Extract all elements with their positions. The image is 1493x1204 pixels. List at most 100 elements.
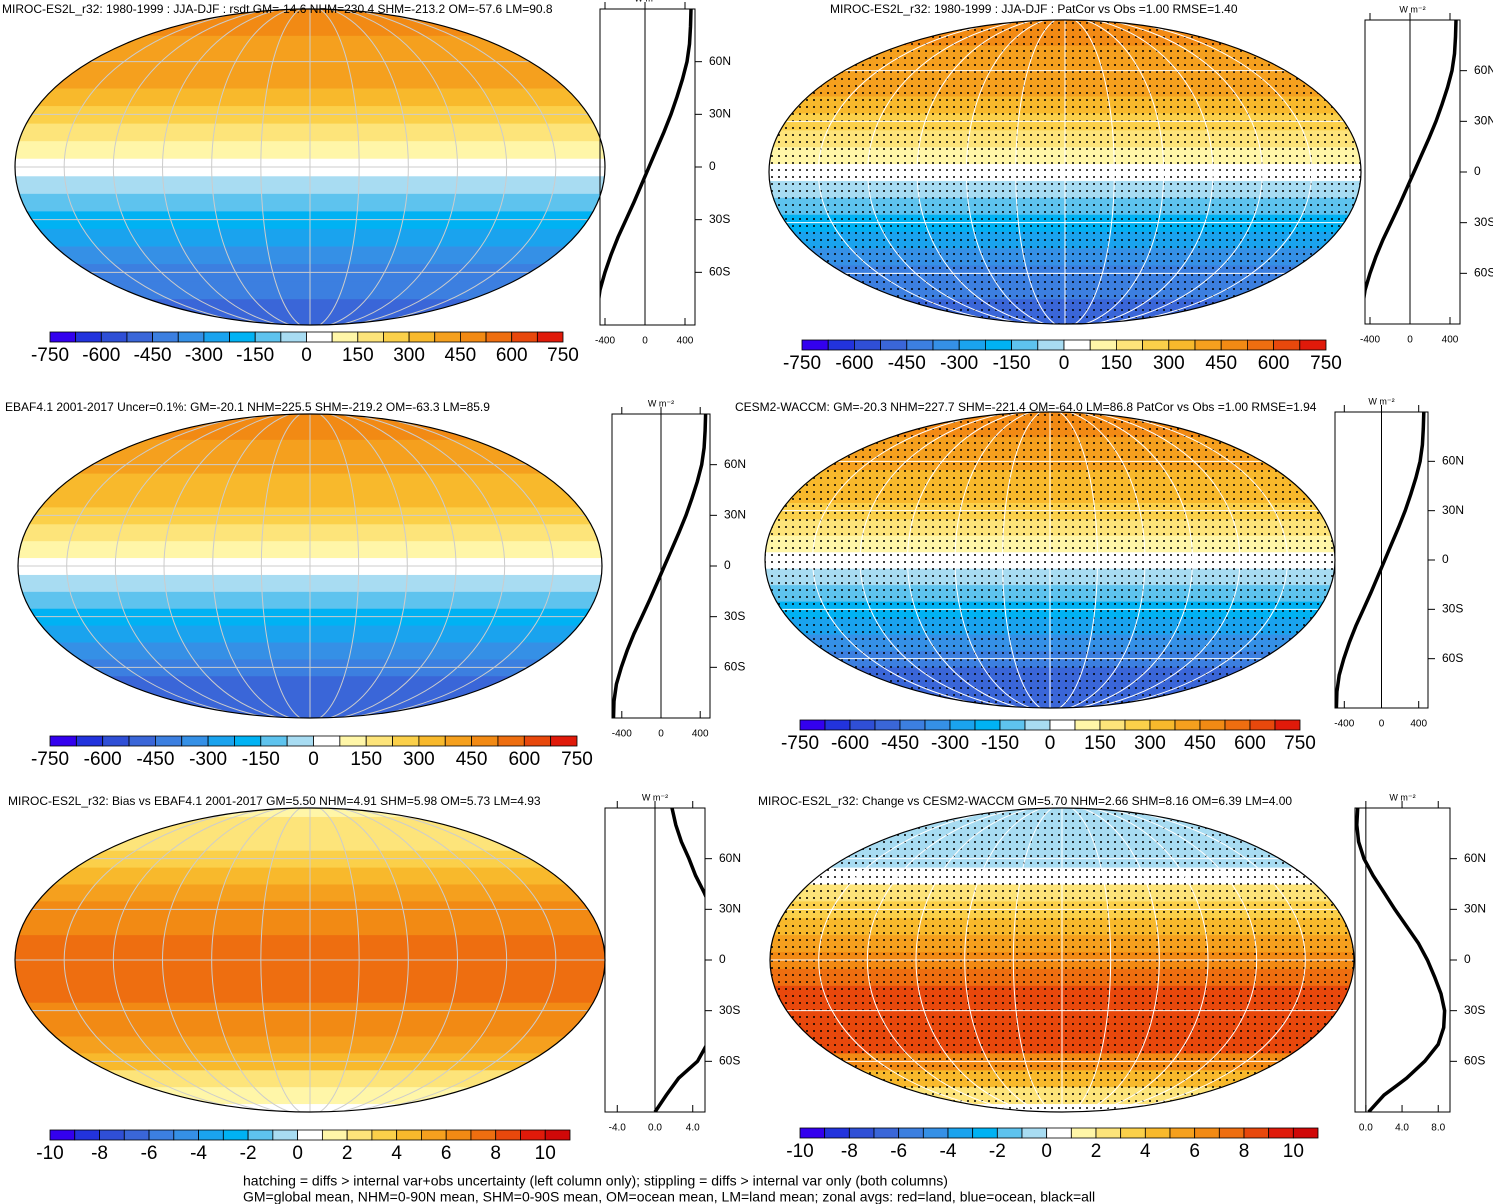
panel: MIROC-ES2L_r32: Change vs CESM2-WACCM GM… [758, 792, 1486, 1162]
colorbar-tick-label: -2 [989, 1141, 1006, 1162]
y-tick-label: 0 [1474, 164, 1481, 178]
colorbar-box [346, 1129, 373, 1141]
colorbar-box [222, 1129, 249, 1141]
colorbar-tick-label: 0 [1045, 733, 1056, 754]
x-tick-label: 0 [1379, 719, 1385, 730]
colorbar-tick-label: -300 [931, 733, 969, 754]
footer-note: GM=global mean, NHM=0-90N mean, SHM=0-90… [243, 1189, 1095, 1204]
x-tick-label: -400 [612, 729, 632, 740]
colorbar-box [445, 1129, 472, 1141]
colorbar-tick-label: 600 [496, 345, 528, 366]
colorbar-box [198, 1129, 224, 1141]
colorbar-tick-label: 8 [490, 1143, 501, 1164]
colorbar-tick-label: 450 [1205, 353, 1237, 374]
colorbar-box [1070, 1127, 1097, 1139]
colorbar-box [799, 1127, 826, 1139]
colorbar-box [49, 1129, 76, 1141]
map-border [769, 807, 1355, 1113]
colorbar-box [849, 719, 876, 731]
footer-note: hatching = diffs > internal var+obs unce… [243, 1173, 948, 1189]
colorbar-box [1220, 339, 1248, 351]
map [765, 412, 1335, 708]
colorbar-box [1074, 719, 1101, 731]
x-tick-label: 400 [1410, 719, 1427, 730]
colorbar-box [972, 1127, 998, 1139]
zonal-profile [600, 9, 693, 303]
colorbar-tick-label: -600 [84, 749, 122, 770]
colorbar-box [421, 1129, 447, 1141]
colorbar-tick-label: 300 [1153, 353, 1185, 374]
map [18, 414, 602, 718]
colorbar-tick-label: 600 [508, 749, 540, 770]
colorbar-tick-label: -750 [31, 749, 69, 770]
colorbar-box [434, 331, 461, 343]
colorbar-box [1021, 1127, 1048, 1139]
y-tick-label: 30N [1464, 902, 1486, 916]
colorbar-tick-label: -150 [242, 749, 280, 770]
y-tick-label: 30S [724, 609, 745, 623]
colorbar-box [49, 735, 77, 747]
colorbar-box [1011, 339, 1039, 351]
y-tick-label: 0 [719, 952, 726, 966]
panel-title: CESM2-WACCM: GM=-20.3 NHM=227.7 SHM=-221… [735, 400, 1317, 414]
colorbar-box [254, 331, 282, 343]
colorbar-box [1273, 339, 1301, 351]
colorbar-tick-label: 0 [308, 749, 319, 770]
colorbar-box [152, 331, 179, 343]
colorbar-tick-label: -300 [940, 353, 978, 374]
colorbar-box [1268, 1127, 1294, 1139]
x-tick-label: 8.0 [1431, 1123, 1445, 1134]
y-tick-label: 0 [709, 159, 716, 173]
colorbar-box [922, 1127, 949, 1139]
colorbar-tick-label: 6 [441, 1143, 452, 1164]
x-tick-label: -400 [1360, 335, 1380, 346]
colorbar-tick-label: -450 [888, 353, 926, 374]
zonal-profile [1335, 412, 1426, 708]
colorbar-box [495, 1129, 521, 1141]
colorbar-box [229, 331, 256, 343]
colorbar-box [75, 735, 104, 747]
colorbar-box [544, 1129, 571, 1141]
y-tick-label: 30S [1474, 215, 1493, 229]
y-tick-label: 30S [1464, 1003, 1485, 1017]
colorbar-tick-label: -10 [36, 1143, 63, 1164]
x-tick-label: 4.0 [1395, 1123, 1409, 1134]
colorbar-tick-label: 8 [1239, 1141, 1250, 1162]
colorbar-box [207, 735, 235, 747]
map-border [768, 19, 1362, 325]
colorbar-box [1199, 719, 1226, 731]
x-tick-label: 0 [658, 729, 664, 740]
colorbar-box [1089, 339, 1117, 351]
panel: EBAF4.1 2001-2017 Uncer=0.1%: GM=-20.1 N… [5, 398, 746, 770]
colorbar-box [899, 719, 926, 731]
colorbar-box [827, 339, 855, 351]
colorbar-box [1046, 1127, 1072, 1139]
y-tick-label: 30S [1442, 602, 1463, 616]
colorbar-tick-label: -750 [783, 353, 821, 374]
x-tick-label: 0.0 [648, 1123, 662, 1134]
panel: MIROC-ES2L_r32: 1980-1999 : JJA-DJF : Pa… [768, 2, 1493, 374]
colorbar-box [408, 331, 436, 343]
y-tick-label: 60S [719, 1054, 740, 1068]
colorbar-tick-label: 300 [403, 749, 435, 770]
y-tick-label: 60S [724, 660, 745, 674]
profile-frame [1354, 807, 1451, 1113]
colorbar-tick-label: 300 [1134, 733, 1166, 754]
colorbar-box [148, 1129, 175, 1141]
y-tick-label: 60N [1442, 454, 1464, 468]
map [15, 808, 605, 1112]
colorbar-tick-label: 600 [1258, 353, 1290, 374]
colorbar-box [1218, 1127, 1245, 1139]
y-tick-label: 60N [709, 54, 731, 68]
colorbar-box [331, 331, 359, 343]
colorbar-tick-label: -150 [236, 345, 274, 366]
colorbar-tick-label: 750 [1310, 353, 1342, 374]
colorbar-tick-label: -8 [91, 1143, 108, 1164]
colorbar-box [1049, 719, 1076, 731]
colorbar-tick-label: -6 [141, 1143, 158, 1164]
zonal-profile [1355, 808, 1447, 1112]
colorbar-box [1024, 719, 1051, 731]
colorbar-box [1274, 719, 1301, 731]
y-tick-label: 30N [1474, 114, 1493, 128]
